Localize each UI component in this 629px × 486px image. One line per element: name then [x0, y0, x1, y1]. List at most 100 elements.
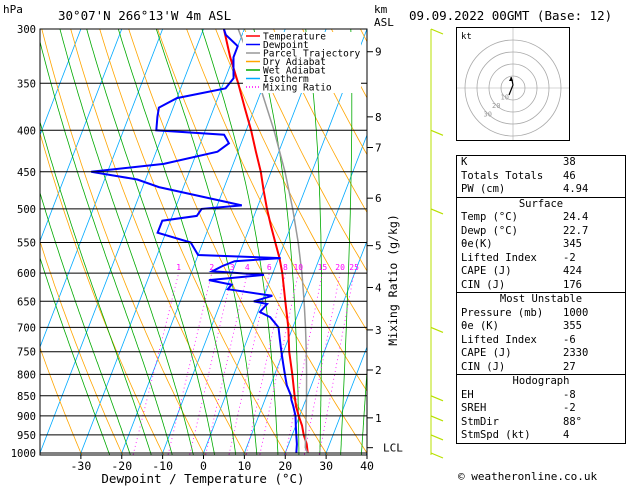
km-tick-label: 6 — [375, 192, 382, 205]
mixing-ratio-label: 25 — [349, 263, 359, 272]
pressure-tick-label: 750 — [17, 347, 36, 359]
hodo-arrow — [509, 77, 513, 81]
isotherm-line — [40, 29, 82, 137]
indices-panel: K 38 Totals Totals 46 PW (cm) 4.94 Surface … — [456, 155, 626, 444]
x-tick-label: -20 — [111, 459, 132, 473]
mixing-ratio-line — [285, 273, 323, 455]
mixing-ratio-line — [318, 273, 355, 455]
hodograph: 10 20 30 kt — [456, 27, 570, 141]
mixing-ratio-line — [303, 273, 341, 455]
mixing-ratio-label: 4 — [245, 263, 250, 272]
legend-label: Dewpoint — [263, 40, 309, 51]
wet-adiabat-line — [340, 29, 353, 455]
x-tick-label: 40 — [360, 459, 374, 473]
wet-adiabat-line — [155, 29, 258, 455]
hodo-row: EH -8 — [461, 388, 576, 401]
mixing-ratio-label: 8 — [283, 263, 288, 272]
legend-box — [243, 32, 361, 93]
dry-adiabat-line — [99, 29, 287, 455]
asl-label: ASL — [374, 16, 394, 29]
mixing-ratio-label: 1 — [176, 263, 181, 272]
pressure-tick-label: 300 — [17, 24, 36, 36]
mixing-ratio-line — [205, 273, 248, 455]
pressure-tick-label: 450 — [17, 167, 36, 179]
mixing-ratio-label: 20 — [335, 263, 345, 272]
dry-adiabat-line — [70, 29, 246, 455]
legend-label: Wet Adiabat — [263, 66, 326, 77]
pressure-tick-label: 400 — [17, 125, 36, 137]
isotherm-line — [243, 133, 367, 455]
wet-adiabat-line — [117, 29, 237, 455]
surface-row: θe(K) 345 — [461, 238, 582, 250]
km-tick-label: 2 — [375, 364, 382, 377]
km-tick-label: 8 — [375, 111, 382, 124]
hodo-row: StmDir 88° — [461, 415, 582, 428]
isotherm-line — [40, 29, 123, 243]
km-tick-label: 5 — [375, 240, 382, 253]
dry-adiabat-line — [40, 131, 165, 455]
surface-row: CAPE (J) 424 — [461, 265, 582, 277]
x-axis-label: Dewpoint / Temperature (°C) — [101, 471, 304, 486]
dry-adiabat-line — [273, 29, 367, 214]
pressure-tick-label: 950 — [17, 430, 36, 442]
dry-adiabat-line — [128, 29, 328, 455]
legend-label: Temperature — [263, 32, 326, 43]
mixing-ratio-line — [167, 273, 213, 455]
wind-barb — [430, 434, 444, 441]
surface-row: Temp (°C) 24.4 — [461, 211, 589, 223]
dewpoint-line — [91, 29, 298, 454]
mu-row: θe (K) 355 — [461, 320, 582, 332]
wind-barb — [430, 415, 444, 422]
km-tick-label: 9 — [375, 46, 382, 59]
surface-row: Lifted Index -2 — [461, 251, 576, 264]
surface-section: Surface Temp (°C) 24.4 Dewp (°C) 22.7 θe(K… — [457, 196, 625, 293]
wet-adiabat-line — [305, 29, 322, 455]
km-tick-label: 4 — [375, 281, 382, 294]
pressure-tick-label: 900 — [17, 411, 36, 423]
isotherm-line — [0, 5, 8, 470]
km-tick-label: 3 — [375, 324, 382, 337]
wet-adiabat-line — [40, 191, 131, 455]
x-tick-label: -30 — [70, 459, 91, 473]
legend-label: Parcel Trajectory — [263, 49, 361, 60]
index-row-k: K 38 — [461, 156, 576, 168]
wet-adiabat-line — [40, 40, 173, 455]
mixing-ratio-label: 6 — [267, 263, 272, 272]
wet-adiabat-line — [86, 29, 215, 455]
km-tick-label: LCL — [383, 442, 403, 455]
hpa-label: hPa — [3, 3, 23, 16]
hodograph-title: Hodograph — [512, 375, 570, 387]
wind-barb — [430, 129, 444, 136]
wet-adiabat-line — [360, 365, 367, 455]
wind-barb — [430, 326, 444, 333]
pressure-tick-label: 800 — [17, 369, 36, 381]
legend-label: Dry Adiabat — [263, 57, 326, 68]
x-tick-label: 20 — [278, 459, 292, 473]
hodo-ring-label: 20 — [492, 102, 500, 110]
dry-adiabat-line — [40, 346, 83, 455]
isotherm-line — [284, 239, 367, 455]
isotherm-line — [40, 29, 164, 349]
pressure-tick-label: 550 — [17, 237, 36, 249]
wet-adiabat-line — [40, 120, 152, 455]
wind-barb — [430, 208, 444, 215]
hodo-ring-label: 10 — [501, 93, 509, 101]
mixing-ratio-line — [228, 273, 270, 455]
km-tick-label: 7 — [375, 141, 382, 154]
hodograph-section: Hodograph EH -8 SREH -2 StmDir 88° StmSpd (… — [457, 374, 625, 443]
isotherm-line — [79, 29, 245, 455]
pressure-tick-label: 350 — [17, 78, 36, 90]
x-tick-label: 30 — [319, 459, 333, 473]
parcel-trajectory-line — [237, 29, 309, 454]
wind-barb — [430, 452, 444, 459]
dry-adiabat-line — [40, 240, 124, 455]
mixing-ratio-line — [259, 273, 299, 455]
dry-adiabat-line — [41, 29, 205, 455]
isotherm-line — [40, 29, 204, 455]
wet-adiabat-line — [201, 29, 279, 455]
mixing-ratio-axis-label: Mixing Ratio (g/kg) — [386, 214, 400, 346]
isotherm-line — [324, 345, 367, 455]
x-tick-label: -10 — [152, 459, 173, 473]
km-tick-label: 1 — [375, 412, 382, 425]
